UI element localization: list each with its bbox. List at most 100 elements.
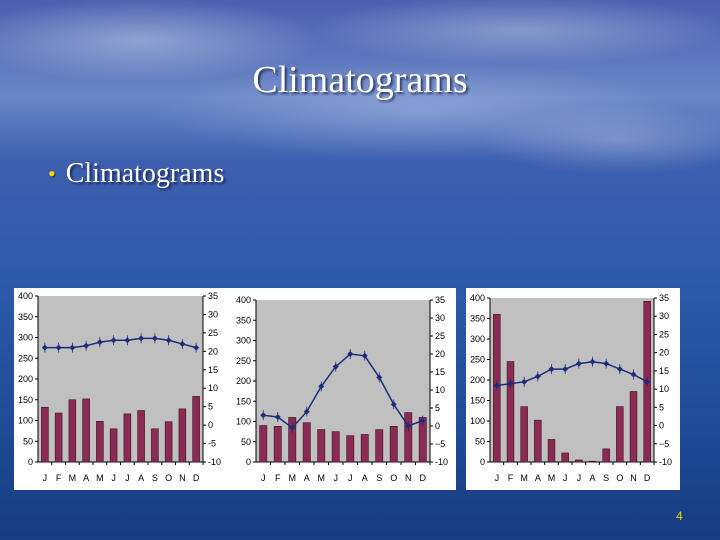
precip-bar — [520, 406, 528, 463]
month-label: A — [535, 473, 541, 483]
precip-bar — [360, 434, 369, 463]
climatogram-2-svg: 0 50 100 150 200 250 300 350 400 -10 −5 0 5 10 15 20 25 3… — [236, 295, 448, 483]
temp-tick-label: 10 — [659, 384, 669, 394]
precip-tick-label: 150 — [18, 395, 33, 405]
temp-tick-label: 35 — [208, 291, 218, 301]
month-label: N — [405, 473, 412, 483]
precip-tick-label: 50 — [241, 437, 251, 447]
plot-area — [256, 300, 430, 462]
precip-bar — [273, 426, 282, 463]
plot-area — [490, 298, 654, 462]
precip-bar — [561, 452, 569, 463]
temp-tick-label: 35 — [659, 293, 669, 303]
precip-tick-label: 150 — [470, 396, 485, 406]
month-label: N — [179, 473, 186, 483]
month-label: A — [362, 473, 368, 483]
precip-bar — [96, 421, 104, 463]
month-label: D — [193, 473, 200, 483]
month-label: D — [644, 473, 651, 483]
precip-tick-label: 400 — [470, 293, 485, 303]
month-label: J — [563, 473, 568, 483]
temperature-line — [263, 353, 424, 429]
precip-tick-label: 100 — [236, 417, 251, 427]
temp-tick-label: 15 — [208, 365, 218, 375]
precip-bar — [109, 428, 118, 463]
month-label: A — [83, 473, 89, 483]
precip-bar — [389, 426, 398, 463]
month-label: M — [548, 473, 556, 483]
month-label: S — [376, 473, 382, 483]
precip-bar — [404, 412, 413, 463]
precip-bar — [68, 399, 77, 463]
temp-tick-label: 15 — [435, 367, 445, 377]
precip-bar — [137, 410, 145, 463]
month-label: F — [508, 473, 514, 483]
temp-tick-label: 10 — [208, 383, 218, 393]
temp-tick-label: 25 — [435, 331, 445, 341]
month-label: O — [390, 473, 397, 483]
temp-tick-label: 0 — [435, 421, 440, 431]
month-label: J — [261, 473, 266, 483]
precip-tick-label: 350 — [470, 314, 485, 324]
precip-bar — [288, 417, 297, 463]
month-label: F — [56, 473, 62, 483]
precip-bar — [164, 421, 173, 463]
month-label: D — [420, 473, 427, 483]
month-label: A — [304, 473, 310, 483]
temp-tick-label: 25 — [208, 328, 218, 338]
temp-tick-label: 30 — [208, 309, 218, 319]
precip-bar — [629, 391, 638, 463]
precip-bar — [302, 422, 311, 463]
temp-tick-label: 5 — [659, 402, 664, 412]
precip-bar — [178, 408, 187, 463]
precip-bar — [82, 398, 90, 463]
precip-tick-label: 400 — [236, 295, 251, 305]
temp-tick-label: 35 — [435, 295, 445, 305]
climatogram-3-svg: 0 50 100 150 200 250 300 350 400 -10 −5 0 5 10 15 20 25 3… — [470, 293, 672, 483]
precip-bar — [375, 429, 384, 463]
precip-tick-label: 250 — [18, 353, 33, 363]
precip-bar — [317, 429, 326, 463]
precip-tick-label: 250 — [470, 355, 485, 365]
month-label: O — [165, 473, 172, 483]
precip-bar — [575, 459, 583, 463]
temp-tick-label: 5 — [208, 402, 213, 412]
precip-bar — [346, 435, 355, 463]
precip-tick-label: 200 — [470, 375, 485, 385]
precip-bar — [547, 439, 556, 463]
precip-tick-label: 50 — [475, 437, 485, 447]
temp-tick-label: -5 — [208, 439, 216, 449]
temp-tick-label: 25 — [659, 329, 669, 339]
month-label: M — [289, 473, 297, 483]
slide-title: Climatograms — [252, 59, 468, 101]
precip-tick-label: 350 — [18, 312, 33, 322]
temp-tick-label: 0 — [208, 420, 213, 430]
precip-bar — [588, 460, 597, 463]
bullet-icon: • — [48, 161, 56, 186]
precip-tick-label: 350 — [236, 315, 251, 325]
month-label: M — [520, 473, 528, 483]
precip-bar — [54, 412, 63, 463]
temp-tick-label: 5 — [435, 403, 440, 413]
precip-tick-label: 0 — [246, 457, 251, 467]
month-label: F — [275, 473, 281, 483]
precip-tick-label: 150 — [236, 396, 251, 406]
month-label: J — [348, 473, 353, 483]
precip-tick-label: 200 — [236, 376, 251, 386]
month-label: S — [603, 473, 609, 483]
month-label: A — [138, 473, 144, 483]
precip-tick-label: 0 — [28, 457, 33, 467]
precip-bar — [123, 413, 132, 463]
bullet-item: • Climatograms — [48, 158, 224, 190]
bullet-text: Climatograms — [65, 158, 225, 189]
temp-tick-label: 30 — [659, 311, 669, 321]
climatogram-1: 0 50 100 150 200 250 300 350 400 -10 -5 0 5 10 15 20 25 3… — [14, 288, 230, 490]
precip-tick-label: 300 — [236, 336, 251, 346]
temp-tick-label: 15 — [659, 366, 669, 376]
temp-tick-label: -10 — [208, 457, 221, 467]
precip-tick-label: 100 — [18, 416, 33, 426]
temp-tick-label: −5 — [435, 439, 445, 449]
precip-bar — [534, 419, 542, 463]
precip-bar — [259, 425, 268, 463]
month-label: J — [43, 473, 48, 483]
